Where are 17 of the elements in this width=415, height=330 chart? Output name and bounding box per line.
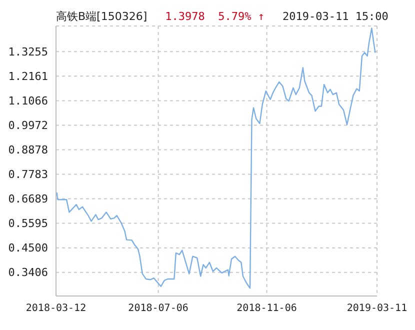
- y-tick-label: 0.4500: [8, 242, 48, 255]
- y-tick-label: 1.3255: [8, 46, 48, 59]
- x-tick-label: 2018-11-06: [236, 303, 297, 314]
- x-tick-label: 2018-07-06: [128, 303, 188, 314]
- y-tick-label: 0.6689: [8, 192, 48, 206]
- chart-title: 高铁B端[150326]: [56, 8, 148, 24]
- y-tick-label: 0.5595: [8, 217, 48, 230]
- y-tick-label: 0.9972: [8, 119, 48, 132]
- y-tick-label: 1.2161: [8, 70, 48, 84]
- text: 1.3978 5.79% ↑: [165, 10, 264, 22]
- y-tick-label: 0.7783: [8, 168, 48, 182]
- x-tick-label: 2019-03-11: [346, 303, 408, 314]
- text: 2019-03-11 15:00: [282, 10, 388, 22]
- y-tick-label: 0.8878: [8, 144, 48, 157]
- y-tick-label: 1.1066: [8, 94, 48, 108]
- x-tick-label: 2018-03-12: [26, 303, 86, 314]
- y-tick-label: 0.3406: [8, 266, 48, 280]
